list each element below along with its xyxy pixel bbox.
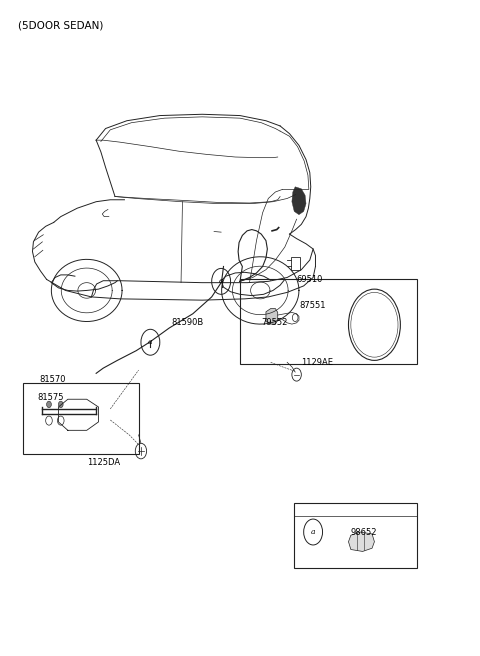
Text: 1125DA: 1125DA bbox=[87, 458, 120, 467]
Bar bbox=[294, 503, 417, 567]
Text: 79552: 79552 bbox=[261, 318, 288, 327]
Text: 87551: 87551 bbox=[299, 301, 325, 310]
Text: 81570: 81570 bbox=[39, 375, 66, 384]
Circle shape bbox=[47, 401, 51, 407]
Bar bbox=[240, 279, 417, 363]
Circle shape bbox=[59, 401, 63, 407]
Bar bbox=[23, 383, 139, 455]
Text: 81575: 81575 bbox=[37, 393, 64, 402]
Text: 81590B: 81590B bbox=[172, 318, 204, 327]
Text: a: a bbox=[311, 528, 315, 536]
Polygon shape bbox=[348, 532, 374, 552]
Polygon shape bbox=[266, 308, 278, 324]
Text: (5DOOR SEDAN): (5DOOR SEDAN) bbox=[18, 20, 104, 30]
Polygon shape bbox=[292, 187, 306, 215]
Text: 1129AE: 1129AE bbox=[301, 358, 333, 367]
Text: a: a bbox=[219, 277, 223, 285]
Text: 69510: 69510 bbox=[297, 275, 323, 284]
Text: a: a bbox=[148, 338, 153, 346]
Bar bbox=[291, 256, 300, 270]
Text: 98652: 98652 bbox=[351, 527, 377, 537]
